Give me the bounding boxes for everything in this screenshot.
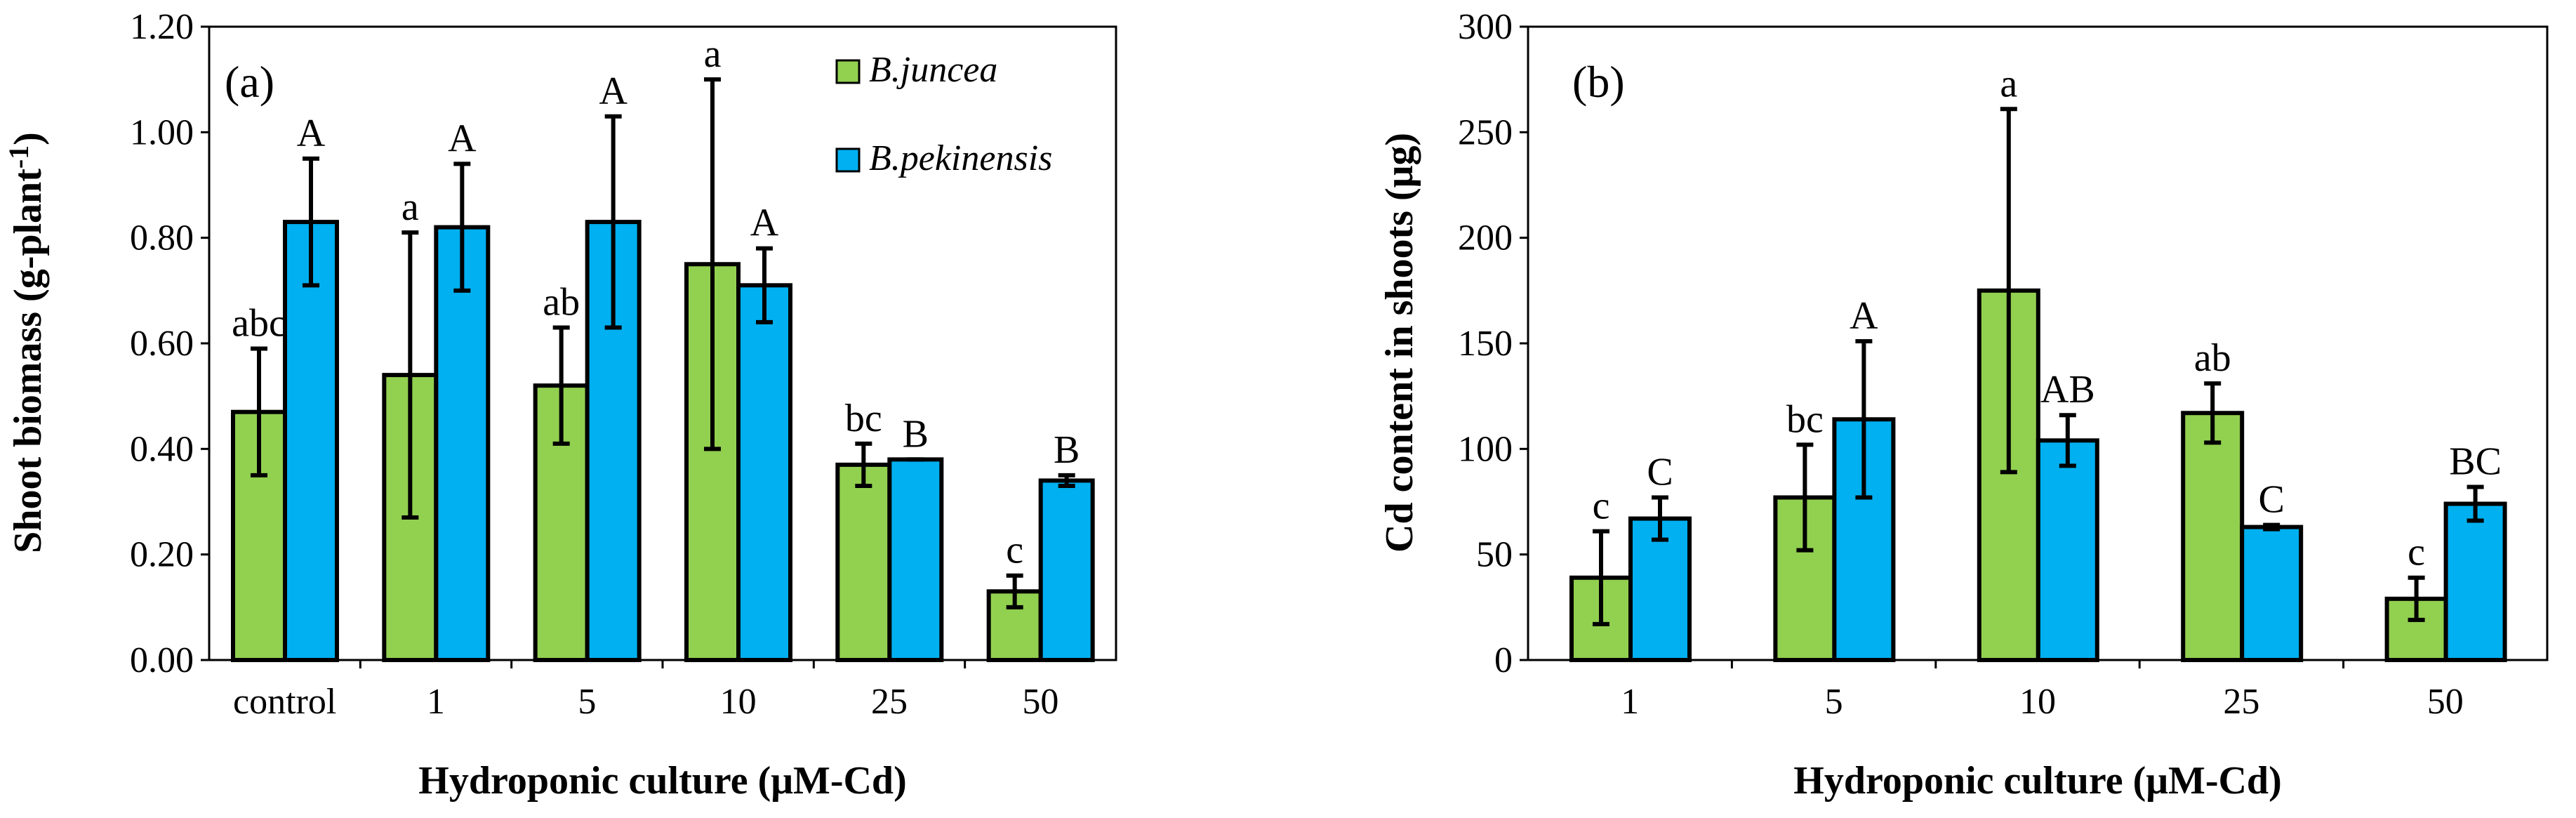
a-significance-letter: bc (845, 397, 882, 440)
chart-a-plot-frame (208, 25, 1117, 661)
b-significance-letter: C (2259, 478, 2285, 522)
a-x-tick-label: control (233, 682, 336, 722)
b-significance-letter: AB (2040, 368, 2095, 411)
a-bar-pekinensis (283, 220, 339, 663)
chart-a-x-ticks: control 1 5 10 25 50 (233, 660, 1058, 722)
b-y-tick-label: 150 (1458, 324, 1513, 364)
a-significance-letter: ab (543, 280, 580, 324)
chart-a-x-axis-label: Hydroponic culture (μM-Cd) (418, 759, 906, 803)
legend-swatch-juncea (835, 59, 861, 84)
chart-b-x-axis-label: Hydroponic culture (μM-Cd) (1793, 759, 2281, 803)
chart-a-y-axis-label-end: ) (6, 132, 50, 145)
chart-a-panel-label: (a) (225, 57, 274, 107)
b-x-tick-label: 25 (2223, 682, 2259, 722)
chart-a-legend: B.juncea B.pekinensis (835, 50, 1052, 178)
a-x-tick-label: 1 (427, 682, 445, 722)
b-bar-pekinensis (1628, 516, 1692, 663)
b-y-tick-label: 0 (1494, 640, 1513, 680)
a-bar-pekinensis (887, 457, 944, 662)
a-y-tick-label: 1.00 (130, 112, 194, 152)
b-y-tick-label: 50 (1476, 535, 1513, 575)
b-y-tick-label: 250 (1458, 112, 1513, 152)
a-significance-letter: B (903, 412, 929, 456)
a-significance-letter: abc (232, 302, 286, 345)
b-significance-letter: a (2000, 62, 2017, 105)
a-y-tick-label: 0.80 (130, 218, 194, 258)
b-x-tick-label: 1 (1621, 682, 1639, 722)
a-y-tick-label: 0.00 (130, 640, 194, 680)
chart-a-y-axis-label-main: Shoot biomass (g-plant (6, 169, 50, 553)
b-bar-pekinensis (2036, 438, 2099, 662)
b-x-tick-label: 10 (2019, 682, 2056, 722)
chart-a-y-axis-label: Shoot biomass (g-plant-1) (3, 132, 50, 553)
a-x-tick-label: 50 (1022, 682, 1058, 722)
b-significance-letter: c (1593, 484, 1610, 528)
legend-label-juncea: B.juncea (869, 50, 997, 90)
b-x-tick-label: 5 (1825, 682, 1843, 722)
b-significance-letter: A (1850, 294, 1878, 338)
a-significance-letter: A (750, 202, 779, 245)
chart-b-panel-label: (b) (1572, 57, 1625, 107)
legend-swatch-pekinensis (835, 147, 861, 173)
b-bar-pekinensis (2240, 525, 2304, 663)
a-y-tick-label: 0.40 (130, 429, 194, 469)
b-significance-letter: c (2408, 531, 2425, 574)
b-significance-letter: ab (2194, 336, 2231, 380)
a-x-tick-label: 25 (871, 682, 908, 722)
a-significance-letter: a (704, 32, 722, 76)
chart-a-bars (231, 220, 1095, 663)
chart-b-y-ticks: 0 50 100 150 200 250 300 (1458, 7, 1528, 680)
b-y-tick-label: 300 (1458, 7, 1513, 47)
a-y-tick-label: 1.20 (130, 7, 194, 47)
a-bar-pekinensis (736, 283, 792, 663)
b-bar-juncea (2181, 411, 2245, 662)
a-significance-letter: A (599, 70, 628, 113)
b-bar-pekinensis (2443, 501, 2507, 662)
chart-a-y-ticks: 0.00 0.20 0.40 0.60 0.80 1.00 1.20 (130, 7, 209, 680)
chart-b-y-axis-label: Cd content in shoots (μg) (1378, 133, 1421, 553)
a-significance-letter: A (448, 117, 477, 160)
chart-b-error-bars (1593, 107, 2484, 626)
a-x-tick-label: 5 (578, 682, 596, 722)
a-significance-letter: c (1006, 529, 1023, 572)
legend-label-pekinensis: B.pekinensis (869, 138, 1052, 178)
a-significance-letter: A (297, 112, 326, 155)
a-significance-letter: B (1054, 428, 1080, 472)
b-x-tick-label: 50 (2427, 682, 2464, 722)
b-significance-letter: bc (1786, 397, 1824, 441)
a-bar-pekinensis (1038, 478, 1095, 663)
a-significance-letter: a (401, 185, 419, 229)
b-significance-letter: BC (2449, 440, 2502, 483)
b-y-tick-label: 100 (1458, 429, 1513, 469)
chart-b-bars (1569, 288, 2507, 663)
chart-b-x-ticks: 1 5 10 25 50 (1621, 660, 2464, 722)
chart-a-error-bars (251, 77, 1075, 609)
a-bar-juncea (835, 462, 892, 663)
a-y-tick-label: 0.60 (130, 324, 194, 364)
b-significance-letter: C (1647, 450, 1673, 494)
chart-a-y-axis-label-sup: -1 (3, 145, 34, 169)
b-y-tick-label: 200 (1458, 218, 1513, 258)
a-x-tick-label: 10 (720, 682, 757, 722)
a-y-tick-label: 0.20 (130, 535, 194, 575)
